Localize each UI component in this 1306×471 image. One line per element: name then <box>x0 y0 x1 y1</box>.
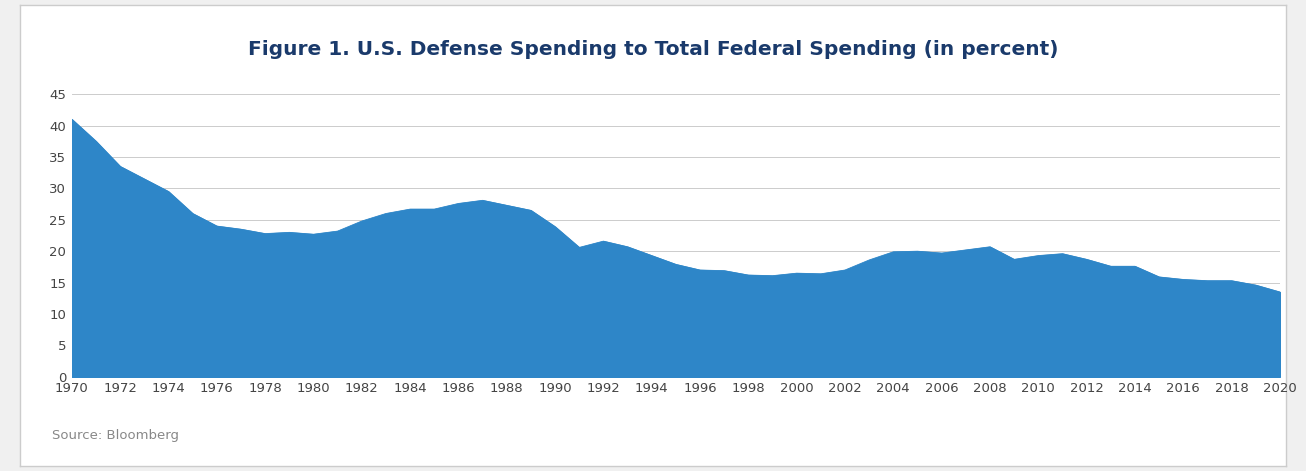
Text: Figure 1. U.S. Defense Spending to Total Federal Spending (in percent): Figure 1. U.S. Defense Spending to Total… <box>248 40 1058 59</box>
Text: Source: Bloomberg: Source: Bloomberg <box>52 429 179 442</box>
